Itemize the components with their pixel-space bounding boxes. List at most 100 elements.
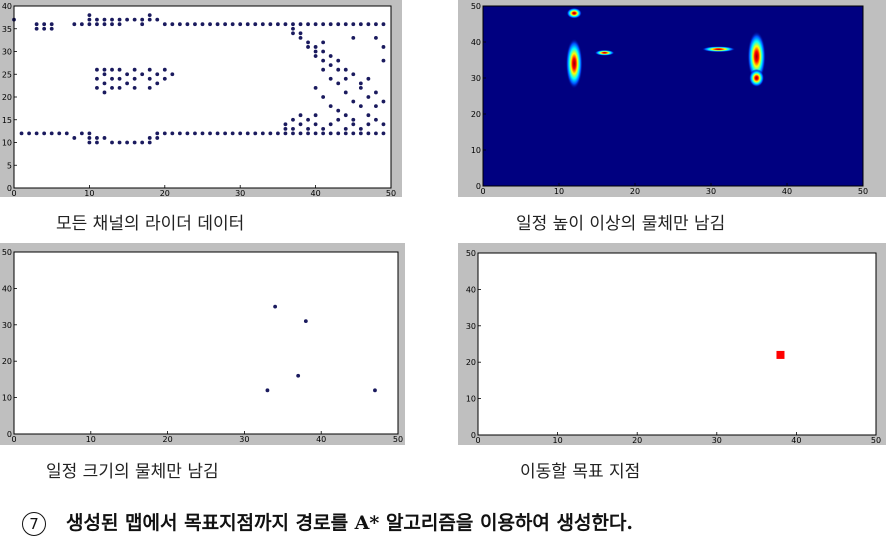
data-point <box>162 131 167 136</box>
data-point <box>140 72 145 77</box>
data-point <box>117 67 122 72</box>
data-point <box>296 373 301 378</box>
data-point <box>155 17 160 22</box>
data-point <box>321 126 326 131</box>
data-point <box>87 131 92 136</box>
data-point <box>72 22 77 27</box>
data-point <box>298 31 303 36</box>
data-point <box>132 76 137 81</box>
data-point <box>87 140 92 145</box>
data-point <box>336 81 341 86</box>
chart-size-filter: 0 10 20 30 40 50 0 10 20 30 40 50 <box>2 248 403 444</box>
data-point <box>374 131 378 136</box>
data-point <box>117 140 122 145</box>
x-tick-label: 0 <box>480 187 485 196</box>
data-point <box>223 22 228 27</box>
data-point <box>102 136 107 140</box>
data-point <box>283 131 288 136</box>
data-point <box>313 49 318 54</box>
data-point <box>117 17 122 22</box>
y-tick-label: 35 <box>2 25 12 34</box>
data-point <box>162 76 167 81</box>
data-point <box>306 22 310 27</box>
x-tick-label: 20 <box>163 435 173 444</box>
data-point <box>358 22 363 27</box>
data-point <box>366 76 371 81</box>
x-tick-label: 10 <box>84 189 94 197</box>
data-point <box>366 122 371 127</box>
data-point <box>132 17 137 22</box>
caption-height-filter: 일정 높이 이상의 물체만 남김 <box>516 214 726 234</box>
chart-height-filter: 0 10 20 30 40 50 0 10 20 30 40 50 <box>471 2 868 196</box>
data-point <box>87 17 92 22</box>
data-point <box>313 122 318 127</box>
data-point <box>291 117 295 122</box>
y-tick-label: 40 <box>466 285 476 294</box>
data-point <box>358 104 363 108</box>
data-point <box>265 388 270 393</box>
data-point <box>253 22 258 27</box>
y-tick-label: 25 <box>2 70 12 79</box>
data-point <box>273 304 278 309</box>
data-point <box>155 136 160 140</box>
data-point <box>366 22 371 27</box>
data-point <box>374 117 378 122</box>
data-point <box>170 131 175 136</box>
data-point <box>215 22 220 27</box>
x-tick-label: 50 <box>871 436 881 445</box>
data-point <box>306 131 310 136</box>
y-tick-label: 30 <box>471 74 481 83</box>
data-point <box>102 67 107 72</box>
y-tick-label: 20 <box>471 110 481 119</box>
data-point <box>147 76 152 81</box>
y-tick-label: 20 <box>2 357 12 366</box>
data-point <box>230 131 235 136</box>
plot-area <box>478 253 876 435</box>
data-point <box>351 99 356 104</box>
data-point <box>42 22 47 27</box>
y-tick-label: 10 <box>471 146 481 155</box>
data-point <box>102 90 107 95</box>
y-tick-label: 50 <box>2 248 12 257</box>
data-point <box>366 95 371 99</box>
data-point <box>49 26 54 31</box>
data-point <box>381 122 386 127</box>
x-tick-label: 20 <box>630 187 640 196</box>
data-point <box>306 45 310 49</box>
data-point <box>147 86 152 90</box>
data-point <box>276 131 280 136</box>
data-point <box>321 95 326 99</box>
y-tick-label: 10 <box>2 139 12 148</box>
data-point <box>328 76 333 81</box>
data-point <box>253 131 258 136</box>
data-point <box>283 122 288 127</box>
data-point <box>245 22 250 27</box>
heat-blob <box>701 46 736 53</box>
y-tick-label: 0 <box>7 184 12 193</box>
chart-panel-size-filter: 0 10 20 30 40 50 0 10 20 30 40 50 <box>0 243 405 445</box>
data-point <box>351 35 356 40</box>
data-point <box>200 131 205 136</box>
data-point <box>351 131 356 136</box>
data-point <box>358 86 363 90</box>
data-point <box>776 350 785 359</box>
data-point <box>291 22 295 27</box>
data-point <box>162 67 167 72</box>
data-point <box>185 22 190 27</box>
data-point <box>117 86 122 90</box>
heat-blob <box>565 38 583 89</box>
data-point <box>321 40 326 45</box>
step-text: 생성된 맵에서 목표지점까지 경로를 A* 알고리즘을 이용하여 생성한다. <box>66 512 634 534</box>
data-point <box>328 122 333 127</box>
data-point <box>381 131 386 136</box>
data-point <box>147 13 152 17</box>
data-point <box>177 22 182 27</box>
y-tick-label: 20 <box>466 358 476 367</box>
data-point <box>328 63 333 68</box>
x-tick-label: 40 <box>782 187 792 196</box>
data-point <box>147 17 152 22</box>
x-tick-label: 20 <box>160 189 170 197</box>
chart-panel-goal: 0 10 20 30 40 50 0 10 20 30 40 50 <box>458 243 886 445</box>
data-point <box>381 99 386 104</box>
x-tick-label: 40 <box>791 436 801 445</box>
